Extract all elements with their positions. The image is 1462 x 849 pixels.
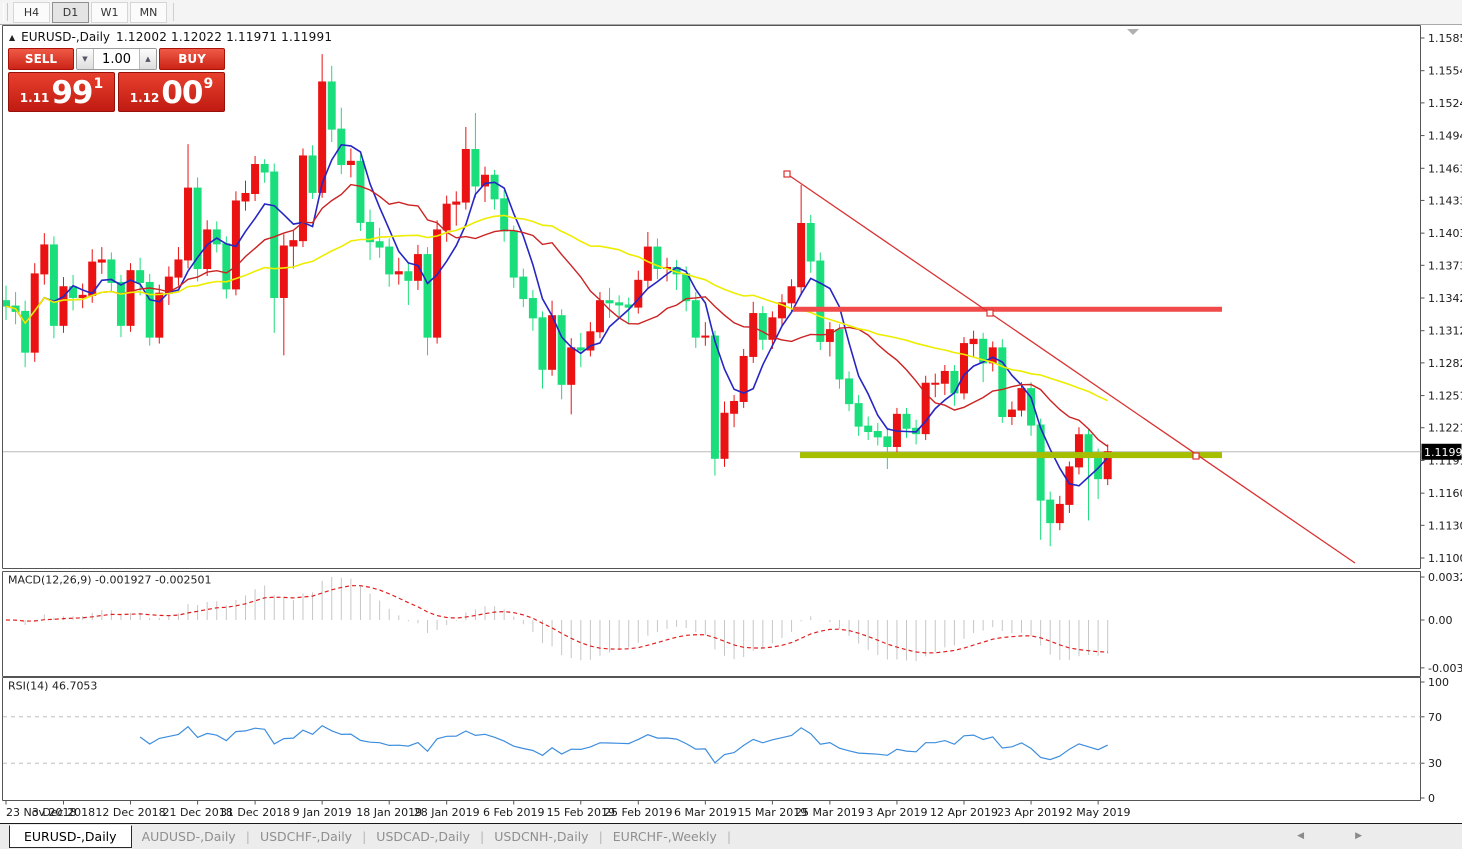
lot-decrease-icon[interactable]: ▼	[77, 49, 94, 69]
one-click-trading-panel: SELL ▼ 1.00 ▲ BUY 1.11 99 1 1.12 00 9	[8, 48, 225, 112]
svg-text:25 Feb 2019: 25 Feb 2019	[604, 806, 672, 819]
chart-tab-usdcnh[interactable]: USDCNH-,Daily	[484, 826, 598, 847]
sell-price-button[interactable]: 1.11 99 1	[8, 72, 115, 112]
sell-price-pipette: 1	[94, 79, 104, 89]
tab-separator: |	[727, 829, 731, 844]
chart-canvas[interactable]: 1.15850 1.15545 1.15245 1.14940 1.14635 1.143…	[0, 25, 1462, 823]
timeframe-button-mn[interactable]: MN	[130, 2, 167, 23]
sell-price-prefix: 1.11	[20, 88, 50, 108]
support-hline[interactable]	[800, 452, 1222, 458]
chart-tab-audusd[interactable]: AUDUSD-,Daily	[132, 826, 246, 847]
svg-text:31 Dec 2018: 31 Dec 2018	[220, 806, 290, 819]
trendline-anchor[interactable]	[784, 171, 790, 177]
svg-text:23 Apr 2019: 23 Apr 2019	[997, 806, 1065, 819]
ohlc-values: 1.12002 1.12022 1.11971 1.11991	[116, 30, 332, 44]
lot-increase-icon[interactable]: ▲	[139, 49, 156, 69]
svg-text:1.11305: 1.11305	[1428, 519, 1462, 532]
chart-tab-usdcad[interactable]: USDCAD-,Daily	[366, 826, 480, 847]
chart-tab-eurusd[interactable]: EURUSD-,Daily	[9, 825, 132, 848]
tab-scroll-right-icon[interactable]: ▶	[1355, 831, 1362, 841]
svg-text:12 Apr 2019: 12 Apr 2019	[930, 806, 998, 819]
svg-text:18 Jan 2019: 18 Jan 2019	[356, 806, 422, 819]
svg-text:1.15850: 1.15850	[1428, 32, 1462, 45]
svg-text:1.14030: 1.14030	[1428, 227, 1462, 240]
timeframe-button-d1[interactable]: D1	[52, 2, 89, 23]
current-price-value: 1.11991	[1424, 446, 1462, 459]
svg-text:1.14940: 1.14940	[1428, 130, 1462, 143]
tab-scroll-left-icon[interactable]: ◀	[1297, 831, 1304, 841]
timeframe-button-w1[interactable]: W1	[91, 2, 128, 23]
buy-price-pipette: 9	[204, 79, 214, 89]
svg-text:1.14635: 1.14635	[1428, 162, 1462, 175]
svg-text:1.13425: 1.13425	[1428, 292, 1462, 305]
svg-text:25 Mar 2019: 25 Mar 2019	[795, 806, 865, 819]
buy-button[interactable]: BUY	[159, 48, 225, 70]
one-click-collapse-icon[interactable]: ▲	[9, 33, 15, 42]
svg-text:28 Jan 2019: 28 Jan 2019	[414, 806, 480, 819]
svg-text:1.11000: 1.11000	[1428, 552, 1462, 565]
svg-text:1.13730: 1.13730	[1428, 259, 1462, 272]
svg-text:70: 70	[1428, 711, 1442, 724]
svg-text:2 May 2019: 2 May 2019	[1066, 806, 1131, 819]
chart-tab-eurchf[interactable]: EURCHF-,Weekly	[603, 826, 727, 847]
chart-title: ▲ EURUSD-,Daily 1.12002 1.12022 1.11971 …	[9, 30, 332, 44]
chart-window: 1.15850 1.15545 1.15245 1.14940 1.14635 1.143…	[0, 25, 1462, 823]
sell-button[interactable]: SELL	[8, 48, 74, 70]
svg-text:1.15245: 1.15245	[1428, 97, 1462, 110]
buy-price-big-digits: 00	[161, 78, 202, 108]
svg-text:1.11605: 1.11605	[1428, 487, 1462, 500]
toolbar-separator	[173, 3, 174, 21]
symbol-period-label: EURUSD-,Daily	[21, 30, 110, 44]
chart-tab-usdchf[interactable]: USDCHF-,Daily	[250, 826, 362, 847]
svg-text:1.12515: 1.12515	[1428, 390, 1462, 403]
svg-text:3 Dec 2018: 3 Dec 2018	[32, 806, 95, 819]
svg-text:30: 30	[1428, 757, 1442, 770]
buy-price-button[interactable]: 1.12 00 9	[118, 72, 225, 112]
svg-text:0: 0	[1428, 792, 1435, 805]
timeframe-button-h4[interactable]: H4	[13, 2, 50, 23]
svg-text:100: 100	[1428, 676, 1449, 689]
rsi-label: RSI(14) 46.7053	[8, 680, 97, 693]
svg-text:1.12820: 1.12820	[1428, 357, 1462, 370]
trendline-anchor[interactable]	[987, 310, 993, 316]
svg-text:1.12215: 1.12215	[1428, 422, 1462, 435]
svg-text:-0.003659: -0.003659	[1428, 662, 1462, 675]
svg-text:9 Jan 2019: 9 Jan 2019	[293, 806, 352, 819]
svg-text:0.00: 0.00	[1428, 614, 1453, 627]
toolbar-grip[interactable]	[3, 3, 8, 21]
svg-text:3 Apr 2019: 3 Apr 2019	[866, 806, 927, 819]
resistance-hline[interactable]	[793, 307, 1222, 312]
support-line-anchor[interactable]	[1193, 453, 1199, 459]
sell-price-big-digits: 99	[51, 78, 92, 108]
svg-text:12 Dec 2018: 12 Dec 2018	[95, 806, 165, 819]
svg-text:1.13120: 1.13120	[1428, 325, 1462, 338]
svg-text:1.15545: 1.15545	[1428, 65, 1462, 78]
macd-label: MACD(12,26,9) -0.001927 -0.002501	[8, 574, 211, 587]
svg-text:1.14335: 1.14335	[1428, 194, 1462, 207]
svg-text:6 Mar 2019: 6 Mar 2019	[674, 806, 737, 819]
lot-size-value[interactable]: 1.00	[94, 49, 139, 69]
svg-text:0.003287: 0.003287	[1428, 571, 1462, 584]
buy-price-prefix: 1.12	[130, 88, 160, 108]
lot-size-stepper: ▼ 1.00 ▲	[76, 48, 157, 70]
svg-text:6 Feb 2019: 6 Feb 2019	[483, 806, 544, 819]
